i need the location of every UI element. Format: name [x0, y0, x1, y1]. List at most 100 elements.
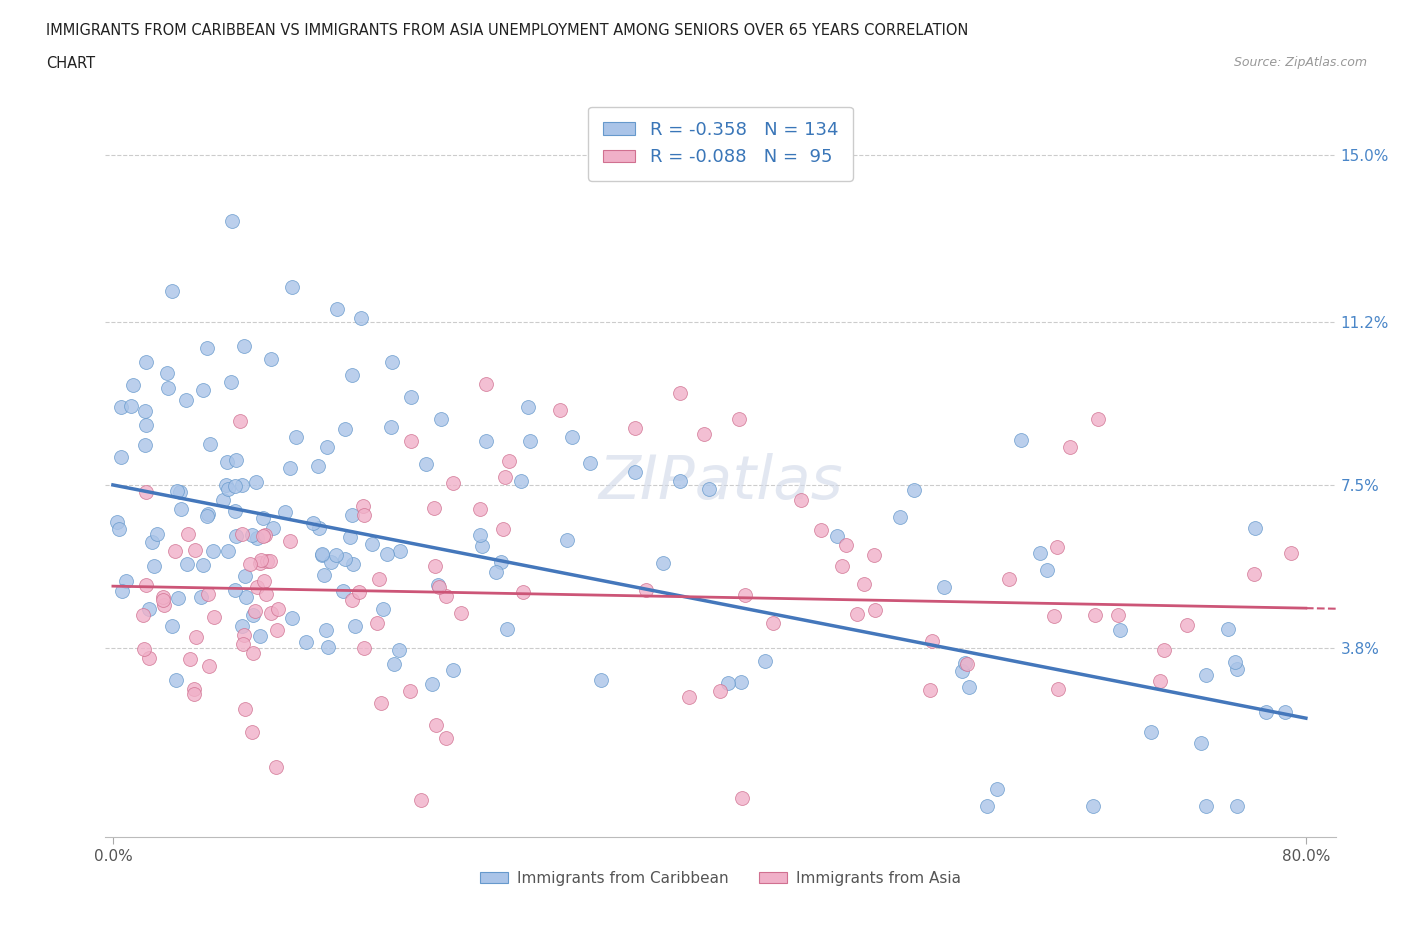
- Point: [316, 640, 339, 655]
- Point: [135, 578, 157, 592]
- Point: [252, 511, 274, 525]
- Point: [634, 582, 657, 597]
- Point: [110, 449, 132, 464]
- Point: [141, 534, 163, 549]
- Point: [197, 587, 219, 602]
- Point: [195, 340, 218, 355]
- Point: [135, 485, 157, 499]
- Point: [138, 651, 160, 666]
- Point: [184, 630, 207, 644]
- Point: [215, 477, 238, 492]
- Point: [370, 696, 392, 711]
- Point: [174, 392, 197, 407]
- Point: [343, 619, 366, 634]
- Point: [256, 553, 278, 568]
- Point: [183, 682, 205, 697]
- Point: [225, 529, 247, 544]
- Point: [233, 627, 256, 642]
- Point: [1010, 432, 1032, 447]
- Point: [224, 504, 246, 519]
- Point: [176, 557, 198, 572]
- Point: [373, 602, 395, 617]
- Point: [1218, 621, 1240, 636]
- Point: [259, 553, 281, 568]
- Point: [134, 437, 156, 452]
- Point: [152, 590, 174, 604]
- Point: [215, 455, 238, 470]
- Point: [728, 411, 751, 426]
- Point: [976, 799, 998, 814]
- Point: [307, 458, 329, 473]
- Point: [274, 505, 297, 520]
- Point: [1043, 609, 1066, 624]
- Point: [709, 684, 731, 698]
- Point: [474, 377, 496, 392]
- Point: [183, 686, 205, 701]
- Point: [361, 537, 384, 551]
- Point: [1028, 545, 1050, 560]
- Point: [624, 420, 647, 435]
- Point: [353, 641, 375, 656]
- Point: [1084, 608, 1107, 623]
- Point: [217, 543, 239, 558]
- Point: [668, 385, 690, 400]
- Point: [426, 578, 449, 592]
- Point: [132, 642, 155, 657]
- Text: CHART: CHART: [46, 56, 96, 71]
- Point: [132, 607, 155, 622]
- Point: [235, 590, 257, 604]
- Point: [853, 577, 876, 591]
- Point: [231, 477, 253, 492]
- Point: [717, 676, 740, 691]
- Point: [950, 664, 973, 679]
- Point: [339, 530, 361, 545]
- Point: [415, 457, 437, 472]
- Point: [423, 559, 446, 574]
- Point: [202, 610, 225, 625]
- Point: [730, 674, 752, 689]
- Point: [920, 683, 942, 698]
- Point: [548, 403, 571, 418]
- Point: [315, 622, 337, 637]
- Point: [1107, 608, 1129, 623]
- Point: [380, 419, 402, 434]
- Point: [1047, 682, 1070, 697]
- Point: [311, 548, 333, 563]
- Point: [229, 414, 252, 429]
- Point: [176, 527, 198, 542]
- Point: [225, 453, 247, 468]
- Point: [496, 621, 519, 636]
- Point: [1175, 618, 1198, 632]
- Point: [325, 548, 347, 563]
- Point: [260, 352, 283, 366]
- Point: [245, 474, 267, 489]
- Point: [846, 607, 869, 622]
- Point: [233, 569, 256, 584]
- Point: [1274, 704, 1296, 719]
- Point: [1087, 412, 1109, 427]
- Point: [1279, 546, 1302, 561]
- Point: [434, 589, 457, 604]
- Point: [121, 378, 143, 392]
- Point: [889, 510, 911, 525]
- Point: [1108, 622, 1130, 637]
- Point: [201, 544, 224, 559]
- Point: [284, 429, 307, 444]
- Point: [156, 365, 179, 380]
- Point: [441, 475, 464, 490]
- Point: [512, 585, 534, 600]
- Point: [468, 528, 491, 543]
- Point: [242, 645, 264, 660]
- Point: [1036, 563, 1059, 578]
- Text: ZIPatlas: ZIPatlas: [599, 453, 842, 512]
- Point: [422, 500, 444, 515]
- Point: [110, 399, 132, 414]
- Point: [200, 437, 222, 452]
- Point: [399, 390, 422, 405]
- Point: [1083, 799, 1105, 814]
- Point: [179, 652, 201, 667]
- Point: [217, 482, 239, 497]
- Point: [295, 634, 318, 649]
- Point: [240, 724, 263, 739]
- Point: [494, 470, 516, 485]
